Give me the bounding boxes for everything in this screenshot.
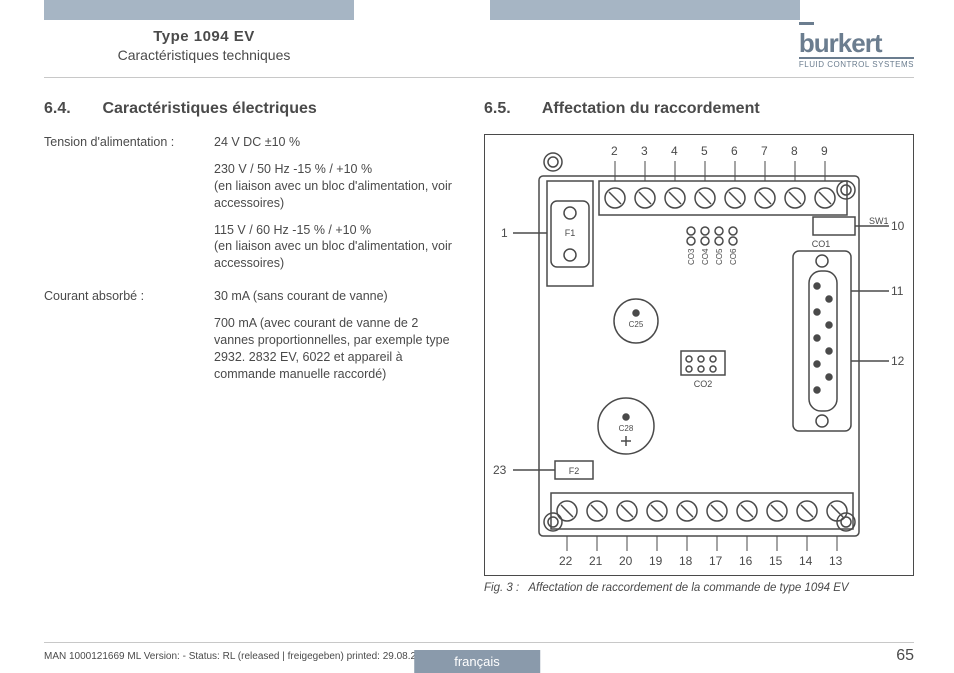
pcb-diagram: F1 SW1 CO3 CO4 CO5 CO6 CO1: [491, 141, 909, 571]
section-text: Affectation du raccordement: [542, 100, 760, 117]
label-c28: C28: [619, 424, 634, 433]
label-co1: CO1: [812, 239, 831, 249]
svg-text:14: 14: [799, 554, 813, 568]
left-column: 6.4. Caractéristiques électriques Tensio…: [44, 100, 454, 623]
right-column: 6.5. Affectation du raccordement: [484, 100, 914, 623]
logo-text: burkert: [799, 28, 914, 59]
svg-text:13: 13: [829, 554, 843, 568]
svg-text:3: 3: [641, 144, 648, 158]
spec-value: 115 V / 60 Hz -15 % / +10 % (en liaison …: [214, 222, 454, 273]
accent-bar-right: [490, 0, 800, 20]
brand-logo: burkert FLUID CONTROL SYSTEMS: [799, 28, 914, 69]
svg-text:20: 20: [619, 554, 633, 568]
diagram-frame: F1 SW1 CO3 CO4 CO5 CO6 CO1: [484, 134, 914, 576]
top-accent-bars: [0, 0, 954, 20]
svg-text:17: 17: [709, 554, 723, 568]
spec-value: 700 mA (avec courant de vanne de 2 vanne…: [214, 315, 454, 383]
page-number: 65: [896, 647, 914, 665]
label-co3: CO3: [687, 248, 696, 265]
svg-text:5: 5: [701, 144, 708, 158]
spec-label: Courant absorbé :: [44, 288, 214, 392]
spec-text: 700 mA (avec courant de vanne de 2 vanne…: [214, 316, 450, 381]
num-1: 1: [501, 226, 508, 240]
spec-value: 30 mA (sans courant de vanne): [214, 288, 454, 305]
svg-text:16: 16: [739, 554, 753, 568]
spec-label: Tension d'alimentation :: [44, 134, 214, 282]
label-co5: CO5: [715, 248, 724, 265]
content: 6.4. Caractéristiques électriques Tensio…: [44, 100, 914, 623]
label-c25: C25: [629, 320, 644, 329]
section-num: 6.4.: [44, 100, 98, 118]
type-title: Type 1094 EV: [44, 28, 364, 45]
section-text: Caractéristiques électriques: [102, 100, 316, 117]
spec-values: 30 mA (sans courant de vanne) 700 mA (av…: [214, 288, 454, 392]
svg-text:9: 9: [821, 144, 828, 158]
doc-id: MAN 1000121669 ML Version: - Status: RL …: [44, 651, 433, 662]
num-11: 11: [891, 284, 904, 298]
svg-text:7: 7: [761, 144, 768, 158]
svg-text:15: 15: [769, 554, 783, 568]
svg-text:21: 21: [589, 554, 603, 568]
section-num: 6.5.: [484, 100, 538, 118]
label-sw1: SW1: [869, 216, 889, 226]
svg-text:4: 4: [671, 144, 678, 158]
svg-text:2: 2: [611, 144, 618, 158]
subtitle: Caractéristiques techniques: [44, 47, 364, 63]
section-6-4-title: 6.4. Caractéristiques électriques: [44, 100, 454, 118]
spec-text: 30 mA (sans courant de vanne): [214, 289, 388, 303]
fig-text: Affectation de raccordement de la comman…: [528, 582, 848, 594]
label-co6: CO6: [729, 248, 738, 265]
label-f2: F2: [569, 466, 580, 476]
fig-label: Fig. 3 :: [484, 582, 519, 594]
page-header: Type 1094 EV Caractéristiques techniques…: [44, 28, 914, 78]
label-co2: CO2: [694, 379, 713, 389]
num-12: 12: [891, 354, 905, 368]
svg-text:6: 6: [731, 144, 738, 158]
section-6-5-title: 6.5. Affectation du raccordement: [484, 100, 914, 118]
spec-text: 230 V / 50 Hz -15 % / +10 %: [214, 162, 372, 176]
label-co4: CO4: [701, 248, 710, 265]
spec-note: (en liaison avec un bloc d'alimentation,…: [214, 179, 452, 210]
svg-text:22: 22: [559, 554, 573, 568]
spec-note: (en liaison avec un bloc d'alimentation,…: [214, 239, 452, 270]
spec-row-current: Courant absorbé : 30 mA (sans courant de…: [44, 288, 454, 392]
accent-bar-left: [44, 0, 354, 20]
header-left: Type 1094 EV Caractéristiques techniques: [44, 28, 364, 63]
spec-value: 24 V DC ±10 %: [214, 134, 454, 151]
svg-text:8: 8: [791, 144, 798, 158]
label-f1: F1: [565, 228, 576, 238]
num-23: 23: [493, 463, 507, 477]
language-tab: français: [414, 650, 540, 673]
svg-text:19: 19: [649, 554, 663, 568]
spec-text: 115 V / 60 Hz -15 % / +10 %: [214, 223, 371, 237]
figure-caption: Fig. 3 : Affectation de raccordement de …: [484, 582, 914, 594]
num-10: 10: [891, 219, 905, 233]
spec-values: 24 V DC ±10 % 230 V / 50 Hz -15 % / +10 …: [214, 134, 454, 282]
spec-text: 24 V DC ±10 %: [214, 135, 300, 149]
spec-row-voltage: Tension d'alimentation : 24 V DC ±10 % 2…: [44, 134, 454, 282]
spec-value: 230 V / 50 Hz -15 % / +10 % (en liaison …: [214, 161, 454, 212]
svg-text:18: 18: [679, 554, 693, 568]
